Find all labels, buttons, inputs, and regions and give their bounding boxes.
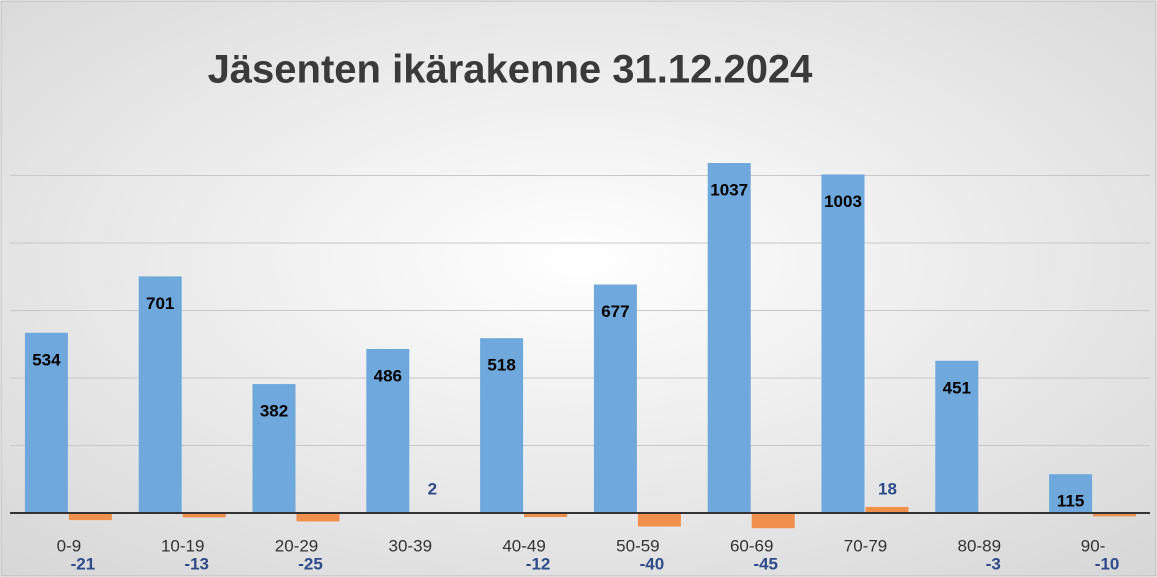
value-label: -12	[526, 554, 551, 573]
bar	[637, 513, 681, 527]
bar	[1093, 513, 1137, 517]
value-label: -25	[298, 554, 323, 573]
x-tick-label: 90-	[1081, 536, 1106, 555]
bar	[366, 348, 410, 513]
x-tick-label: 80-89	[958, 536, 1001, 555]
value-label: -3	[986, 554, 1001, 573]
bar	[138, 276, 182, 513]
bar	[935, 360, 979, 513]
x-tick-label: 40-49	[502, 536, 545, 555]
x-tick-label: 60-69	[730, 536, 773, 555]
value-label: 2	[428, 479, 437, 498]
x-tick-label: 50-59	[616, 536, 659, 555]
bar	[593, 284, 637, 513]
bar	[182, 513, 226, 518]
chart-title: Jäsenten ikärakenne 31.12.2024	[208, 48, 814, 92]
bar	[821, 174, 865, 514]
value-label: -45	[753, 554, 778, 573]
value-label: -10	[1095, 554, 1120, 573]
bar	[524, 513, 568, 518]
value-label: 382	[260, 402, 288, 421]
x-tick-label: 10-19	[161, 536, 204, 555]
bar	[480, 338, 524, 513]
value-label: 701	[146, 294, 174, 313]
value-label: 1003	[824, 192, 862, 211]
bar	[751, 513, 795, 529]
value-label: 677	[601, 302, 629, 321]
x-tick-label: 20-29	[275, 536, 318, 555]
x-tick-label: 30-39	[389, 536, 432, 555]
bar	[252, 384, 296, 513]
bar	[68, 513, 112, 521]
bar	[296, 513, 340, 522]
bar	[1049, 474, 1093, 513]
value-label: 451	[943, 378, 971, 397]
bar	[24, 332, 68, 513]
x-tick-label: 70-79	[844, 536, 887, 555]
value-label: -40	[640, 554, 665, 573]
value-label: 534	[32, 350, 61, 369]
value-label: 1037	[710, 180, 748, 199]
value-label: 115	[1057, 492, 1084, 511]
bar	[707, 163, 751, 513]
value-label: 486	[374, 366, 402, 385]
value-label: -21	[71, 554, 96, 573]
value-label: 518	[487, 356, 515, 375]
x-tick-label: 0-9	[57, 536, 82, 555]
bar	[865, 506, 909, 513]
value-label: 18	[878, 479, 897, 498]
value-label: -13	[184, 554, 209, 573]
